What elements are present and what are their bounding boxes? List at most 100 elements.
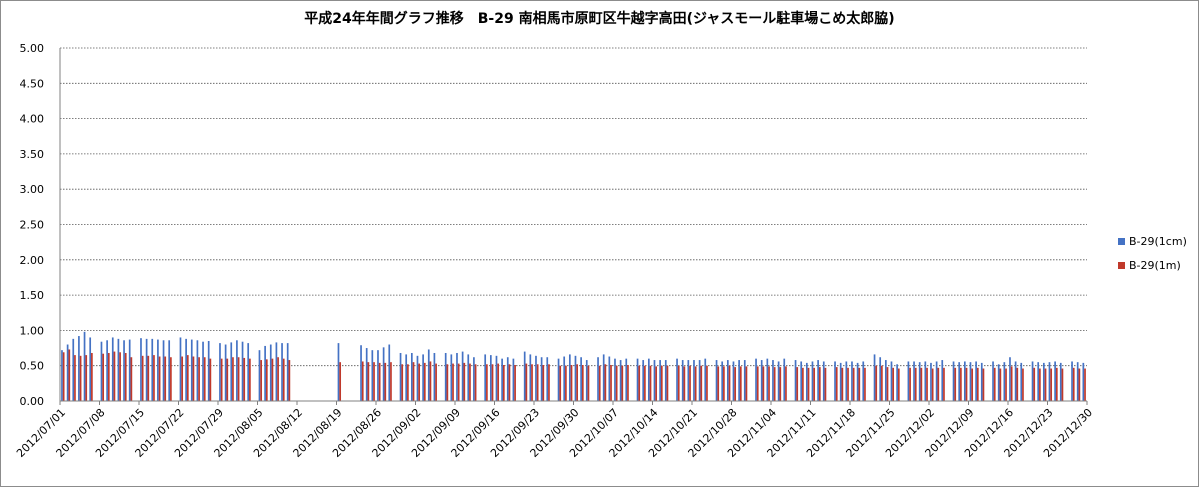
bar-1m	[864, 367, 866, 401]
bar-1cm	[907, 361, 910, 401]
chart-title: 平成24年年間グラフ推移 B-29 南相馬市原町区牛越字高田(ジャスモール駐車場…	[304, 11, 895, 27]
bar-1m	[954, 367, 957, 401]
bar-1m	[192, 356, 195, 401]
bar-1cm	[839, 362, 842, 401]
bar-1m	[813, 367, 816, 401]
bar-1cm	[935, 361, 938, 401]
bar-1cm	[783, 358, 786, 401]
bar-1m	[1033, 367, 1036, 401]
bar-1cm	[563, 356, 566, 401]
bar-1m	[85, 355, 88, 401]
bar-1cm	[111, 337, 114, 401]
bar-1m	[627, 364, 629, 401]
bar-1cm	[506, 357, 509, 401]
bar-1cm	[337, 343, 340, 401]
bar-1m	[1010, 366, 1013, 401]
bar-1m	[497, 363, 500, 401]
bar-1m	[1044, 368, 1047, 401]
bar-1m	[418, 363, 421, 401]
bar-1cm	[721, 361, 724, 401]
bar-1cm	[202, 341, 204, 401]
bar-1m	[384, 362, 387, 401]
bar-1m	[1016, 367, 1019, 401]
bar-1m	[119, 352, 121, 401]
bar-1m	[243, 357, 246, 401]
bar-1m	[909, 367, 911, 401]
bar-1cm	[416, 355, 419, 401]
bar-1m	[576, 364, 579, 401]
bar-1m	[232, 357, 234, 401]
bar-1cm	[179, 337, 182, 401]
bar-1m	[700, 365, 703, 401]
bar-1cm	[952, 361, 955, 401]
bar-1m	[689, 365, 691, 401]
y-tick-label: 2.00	[20, 254, 45, 267]
bar-1m	[638, 365, 641, 401]
bar-1cm	[264, 345, 266, 401]
bar-1cm	[890, 361, 893, 401]
bar-1m	[153, 355, 155, 401]
bar-1cm	[851, 361, 853, 401]
bar-1cm	[410, 352, 413, 401]
x-axis: 2012/07/012012/07/082012/07/152012/07/22…	[14, 400, 1095, 460]
bar-1m	[587, 365, 590, 401]
bar-1cm	[501, 358, 503, 401]
bar-1m	[141, 355, 144, 401]
bar-1cm	[224, 344, 227, 401]
bar-1m	[170, 357, 172, 401]
bar-1cm	[845, 361, 848, 401]
bar-1cm	[732, 361, 735, 401]
bar-1cm	[399, 352, 402, 401]
bar-1m	[773, 367, 776, 401]
bar-1m	[943, 367, 945, 401]
bar-1cm	[388, 344, 391, 401]
bar-1m	[892, 367, 895, 401]
bar-1m	[796, 367, 799, 401]
bar-1m	[1078, 368, 1081, 401]
bar-1cm	[473, 357, 475, 401]
bar-1m	[390, 362, 392, 401]
bar-1cm	[676, 358, 678, 401]
bar-1m	[186, 355, 189, 401]
bar-1m	[875, 365, 878, 401]
bar-1m	[124, 352, 127, 401]
bar-1cm	[873, 354, 876, 401]
bar-1cm	[1037, 362, 1040, 401]
gridlines	[60, 47, 1087, 367]
bar-1m	[457, 363, 460, 401]
bar-1cm	[1071, 361, 1073, 401]
bar-1m	[68, 349, 71, 401]
bar-1m	[237, 357, 240, 401]
bar-1m	[897, 368, 900, 401]
bar-1m	[491, 364, 494, 401]
bar-1m	[102, 353, 105, 401]
bar-1cm	[726, 360, 729, 401]
bar-1cm	[1042, 362, 1045, 401]
bar-1m	[881, 365, 883, 401]
bar-1cm	[1003, 362, 1006, 401]
y-tick-label: 4.50	[20, 77, 45, 90]
bar-1cm	[484, 354, 487, 401]
bar-1cm	[78, 336, 80, 401]
bar-1m	[768, 366, 770, 401]
bar-1cm	[687, 360, 690, 401]
bar-1cm	[89, 337, 92, 401]
bar-1cm	[659, 360, 661, 401]
bar-1m	[147, 355, 150, 401]
bar-1cm	[382, 347, 385, 401]
bar-1m	[694, 366, 697, 401]
bar-1m	[265, 359, 268, 401]
bar-1cm	[693, 360, 695, 401]
bar-1cm	[913, 361, 915, 401]
bar-1m	[288, 360, 291, 401]
legend-label: B-29(1m)	[1129, 259, 1181, 272]
bar-1cm	[963, 361, 966, 401]
y-axis: 0.00 0.50 1.00 1.50 2.00 2.50 3.00 3.50 4.00 4.50…	[20, 42, 61, 408]
bar-1m	[717, 366, 720, 401]
bar-1m	[847, 367, 849, 401]
bar-1cm	[941, 360, 944, 401]
bar-1m	[474, 364, 477, 401]
bar-1cm	[286, 343, 289, 401]
bar-1cm	[269, 344, 272, 401]
